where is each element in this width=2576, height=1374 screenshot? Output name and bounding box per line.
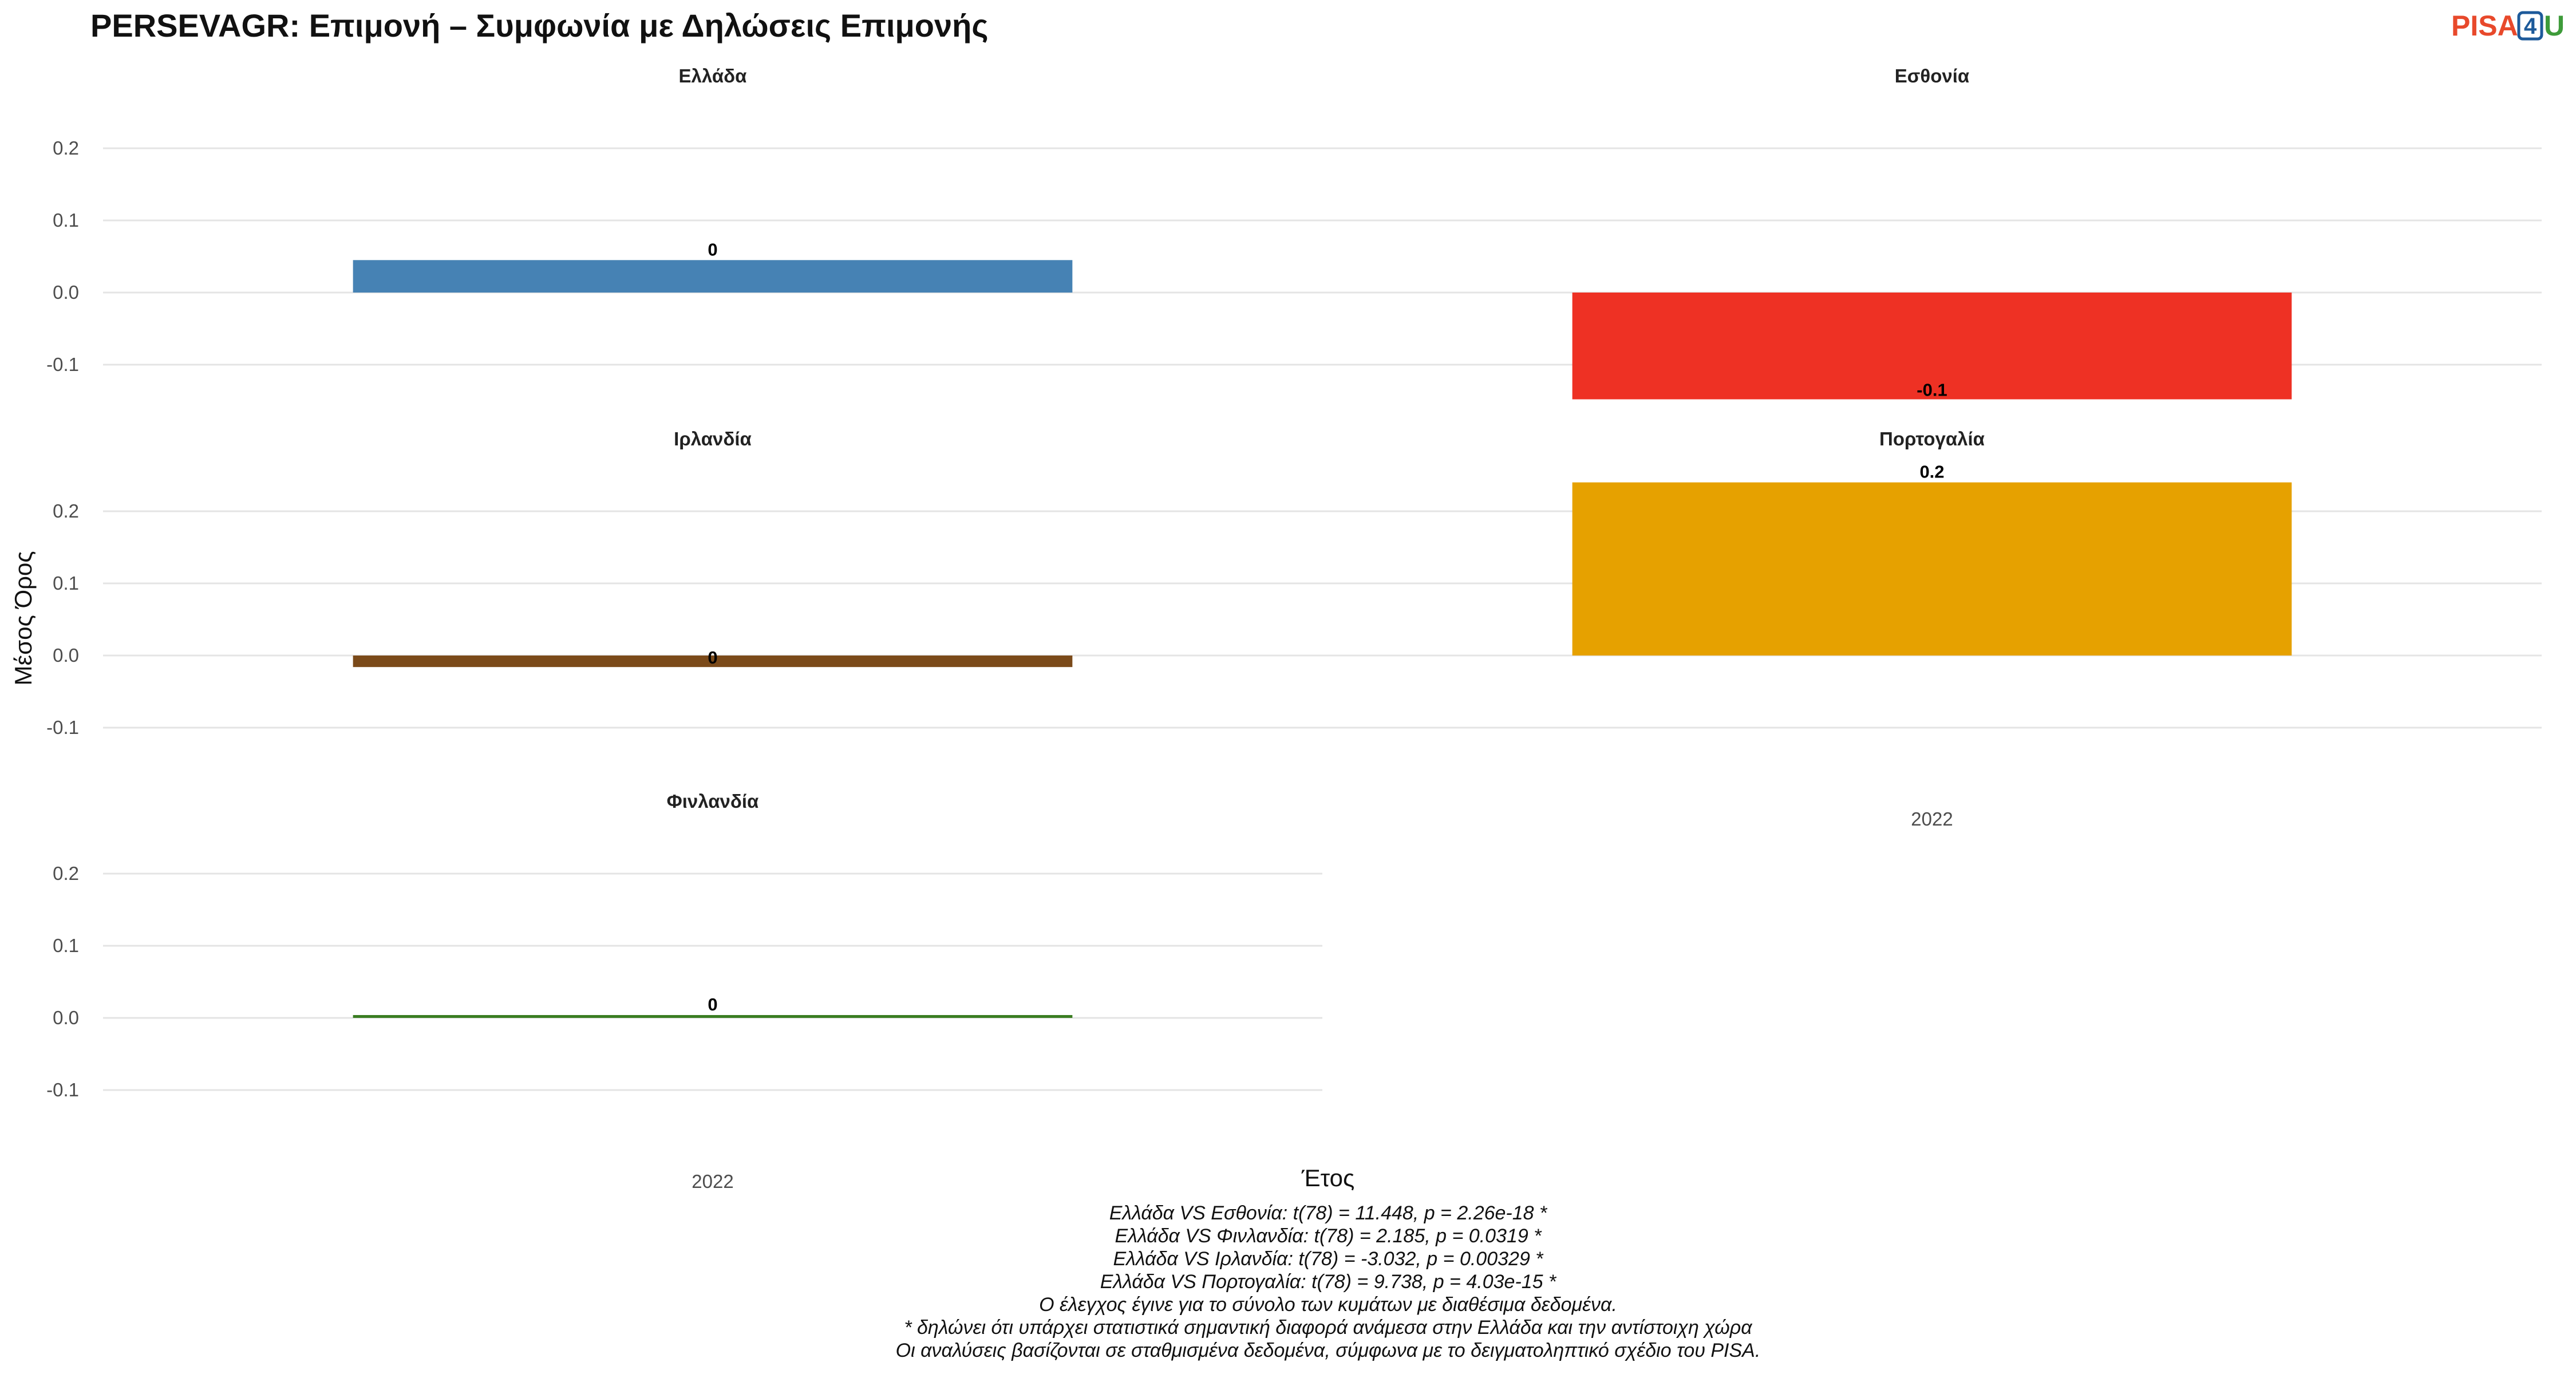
panel-3: Ιρλανδία 0.2 0.1 0.0 -0.1 0 bbox=[46, 428, 1322, 738]
footnote-line: Οι αναλύσεις βασίζονται σε σταθμισμένα δ… bbox=[896, 1340, 1761, 1361]
chart-title: PERSEVAGR: Επιμονή – Συμφωνία με Δηλώσει… bbox=[90, 7, 988, 44]
logo-four-box bbox=[2517, 11, 2543, 41]
y-tick-label: 0.1 bbox=[53, 572, 79, 594]
y-tick-label: 0.2 bbox=[53, 137, 79, 159]
bar bbox=[1572, 293, 2292, 400]
panel-4: Πορτογαλία 0.2 2022 bbox=[1322, 428, 2542, 830]
y-tick-label: -0.1 bbox=[46, 717, 79, 738]
footnote-line: Ο έλεγχος έγινε για το σύνολο των κυμάτω… bbox=[1039, 1294, 1617, 1316]
y-tick-label: -0.1 bbox=[46, 1079, 79, 1100]
pisa4u-logo: PISA 4 U bbox=[2451, 10, 2565, 42]
panel-title: Εσθονία bbox=[1895, 65, 1969, 86]
panel-1: Ελλάδα 0.2 0.1 0.0 -0.1 0 bbox=[46, 65, 1322, 375]
panel-title: Φινλανδία bbox=[667, 791, 759, 812]
bar-value-label: 0 bbox=[708, 239, 717, 259]
bar bbox=[353, 1015, 1073, 1018]
footnotes: Ελλάδα VS Εσθονία: t(78) = 11.448, p = 2… bbox=[896, 1202, 1761, 1361]
x-tick-label: 2022 bbox=[1911, 808, 1953, 830]
footnote-line: Ελλάδα VS Εσθονία: t(78) = 11.448, p = 2… bbox=[1109, 1202, 1548, 1224]
x-axis-title: Έτος bbox=[1301, 1164, 1355, 1191]
panel-5: Φινλανδία 0.2 0.1 0.0 -0.1 0 2022 bbox=[46, 791, 1322, 1192]
y-tick-label: 0.1 bbox=[53, 210, 79, 231]
bar bbox=[353, 656, 1073, 668]
logo-four-text: 4 bbox=[2524, 14, 2537, 39]
bar-value-label: -0.1 bbox=[1917, 380, 1947, 400]
logo-u-text: U bbox=[2544, 10, 2565, 42]
y-tick-label: -0.1 bbox=[46, 354, 79, 375]
footnote-line: * δηλώνει ότι υπάρχει στατιστικά σημαντι… bbox=[904, 1317, 1753, 1339]
footnote-line: Ελλάδα VS Πορτογαλία: t(78) = 9.738, p =… bbox=[1100, 1271, 1557, 1293]
y-tick-label: 0.1 bbox=[53, 935, 79, 956]
panel-title: Πορτογαλία bbox=[1879, 428, 1985, 449]
bar-value-label: 0.2 bbox=[1919, 462, 1944, 482]
y-axis-title: Μέσος Όρος bbox=[10, 551, 37, 686]
bar-value-label: 0 bbox=[708, 994, 717, 1014]
bar bbox=[1572, 482, 2292, 656]
x-tick-label: 2022 bbox=[692, 1171, 733, 1192]
panel-2: Εσθονία -0.1 bbox=[1322, 65, 2542, 400]
footnote-line: Ελλάδα VS Ιρλανδία: t(78) = -3.032, p = … bbox=[1113, 1248, 1544, 1270]
footnote-line: Ελλάδα VS Φινλανδία: t(78) = 2.185, p = … bbox=[1115, 1225, 1543, 1247]
y-tick-label: 0.2 bbox=[53, 863, 79, 884]
bar bbox=[353, 260, 1073, 293]
y-tick-label: 0.0 bbox=[53, 1007, 79, 1028]
bar-value-label: 0 bbox=[708, 647, 717, 668]
y-tick-label: 0.0 bbox=[53, 282, 79, 303]
y-tick-label: 0.0 bbox=[53, 645, 79, 666]
panel-title: Ελλάδα bbox=[679, 65, 747, 86]
y-tick-label: 0.2 bbox=[53, 500, 79, 522]
facet-panels: Ελλάδα 0.2 0.1 0.0 -0.1 0 Εσθονία -0.1 Ιρλανδία 0… bbox=[46, 65, 2542, 1192]
panel-title: Ιρλανδία bbox=[674, 428, 752, 449]
logo-pisa-text: PISA bbox=[2451, 10, 2518, 42]
